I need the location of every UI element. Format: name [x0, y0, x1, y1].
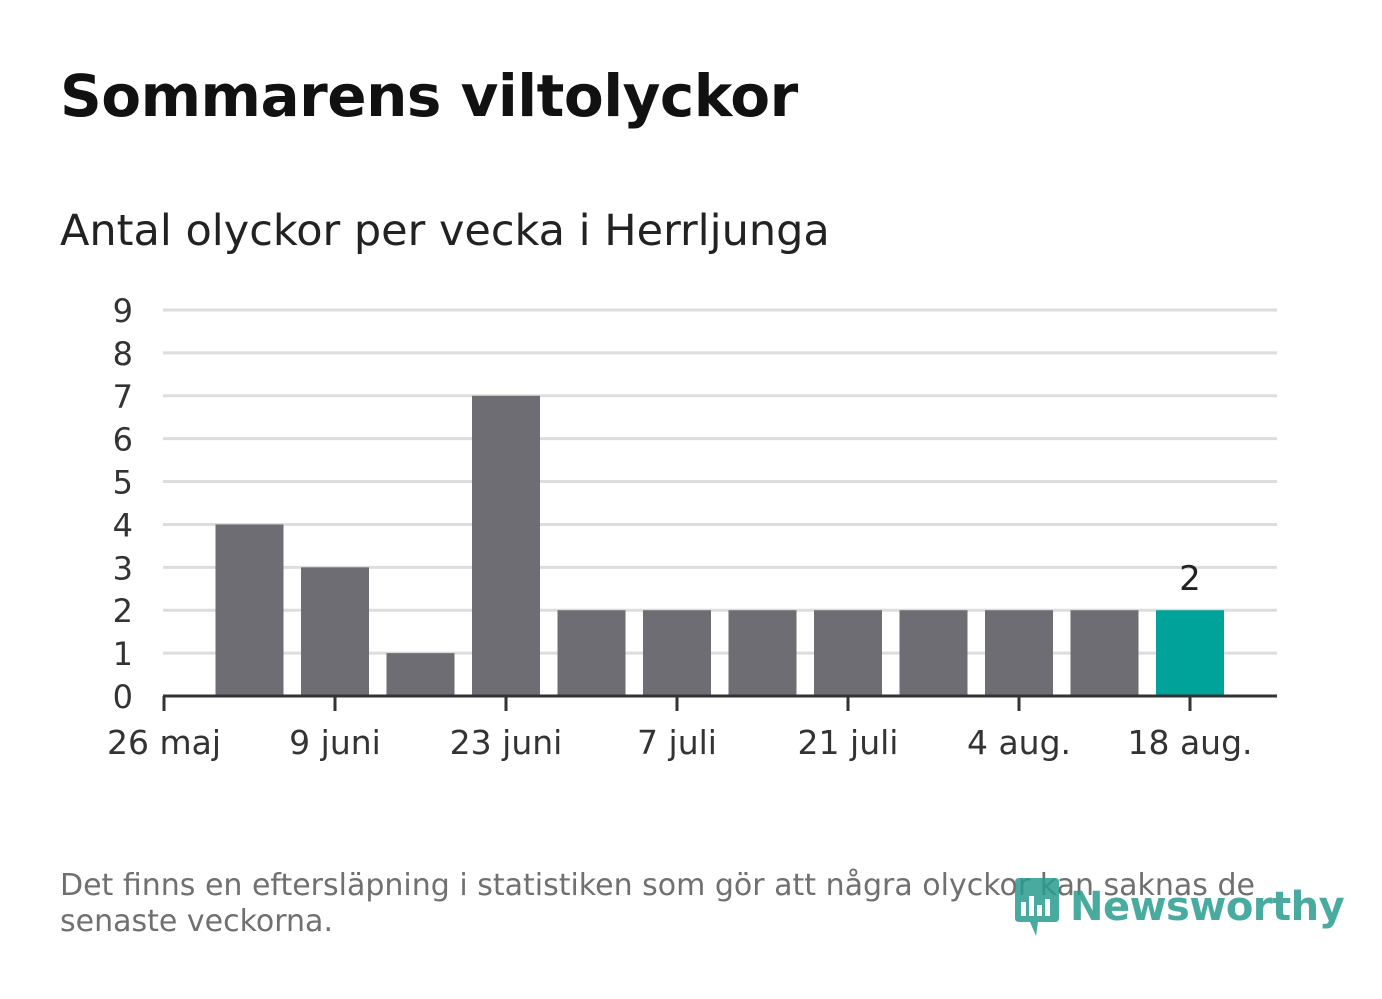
bar — [814, 610, 882, 696]
y-tick-label: 9 — [113, 292, 133, 330]
brand-name: Newsworthy — [1070, 884, 1345, 930]
x-tick-label: 4 aug. — [967, 723, 1071, 762]
y-tick-label: 1 — [113, 635, 133, 673]
bar — [985, 610, 1053, 696]
annotations: 2 — [1179, 559, 1201, 599]
y-tick-label: 7 — [113, 378, 133, 416]
bar — [386, 653, 455, 696]
bar-chart: 0 1 2 3 4 5 6 7 8 9 26 maj 9 juni 23 juni 7 juli 21 j… — [107, 292, 1277, 762]
bar — [1070, 610, 1139, 696]
gridlines — [163, 308, 1277, 655]
highlight-value-label: 2 — [1179, 559, 1201, 599]
x-tick-label: 26 maj — [107, 723, 221, 762]
bar — [215, 524, 284, 696]
y-tick-label: 3 — [113, 549, 133, 587]
x-axis-tick-labels: 26 maj 9 juni 23 juni 7 juli 21 juli 4 aug. 18… — [107, 723, 1253, 762]
bar — [728, 610, 797, 696]
x-tick-label: 18 aug. — [1127, 723, 1252, 762]
y-axis-tick-labels: 0 1 2 3 4 5 6 7 8 9 — [113, 292, 133, 716]
x-tick-label: 23 juni — [450, 723, 563, 762]
x-tick-label: 21 juli — [798, 723, 899, 762]
x-tick-label: 9 juni — [289, 723, 381, 762]
x-tick-label: 7 juli — [637, 723, 717, 762]
y-tick-label: 5 — [113, 464, 133, 502]
bar — [899, 610, 968, 696]
bar-chart-speech-bubble-icon — [1015, 878, 1059, 936]
y-tick-label: 4 — [113, 506, 133, 544]
bar — [643, 610, 711, 696]
x-axis — [162, 694, 1277, 711]
bar — [472, 395, 540, 696]
y-tick-label: 8 — [113, 335, 133, 373]
bars — [215, 395, 1224, 696]
chart-title: Sommarens viltolyckor — [60, 62, 798, 130]
chart-subtitle: Antal olyckor per vecka i Herrljunga — [60, 206, 830, 256]
y-tick-label: 2 — [113, 592, 133, 630]
brand-logo: Newsworthy — [1012, 876, 1345, 938]
bar — [301, 567, 369, 696]
bar — [557, 610, 626, 696]
y-tick-label: 6 — [113, 421, 133, 459]
bar-highlighted — [1156, 610, 1224, 696]
y-tick-label: 0 — [113, 678, 133, 716]
